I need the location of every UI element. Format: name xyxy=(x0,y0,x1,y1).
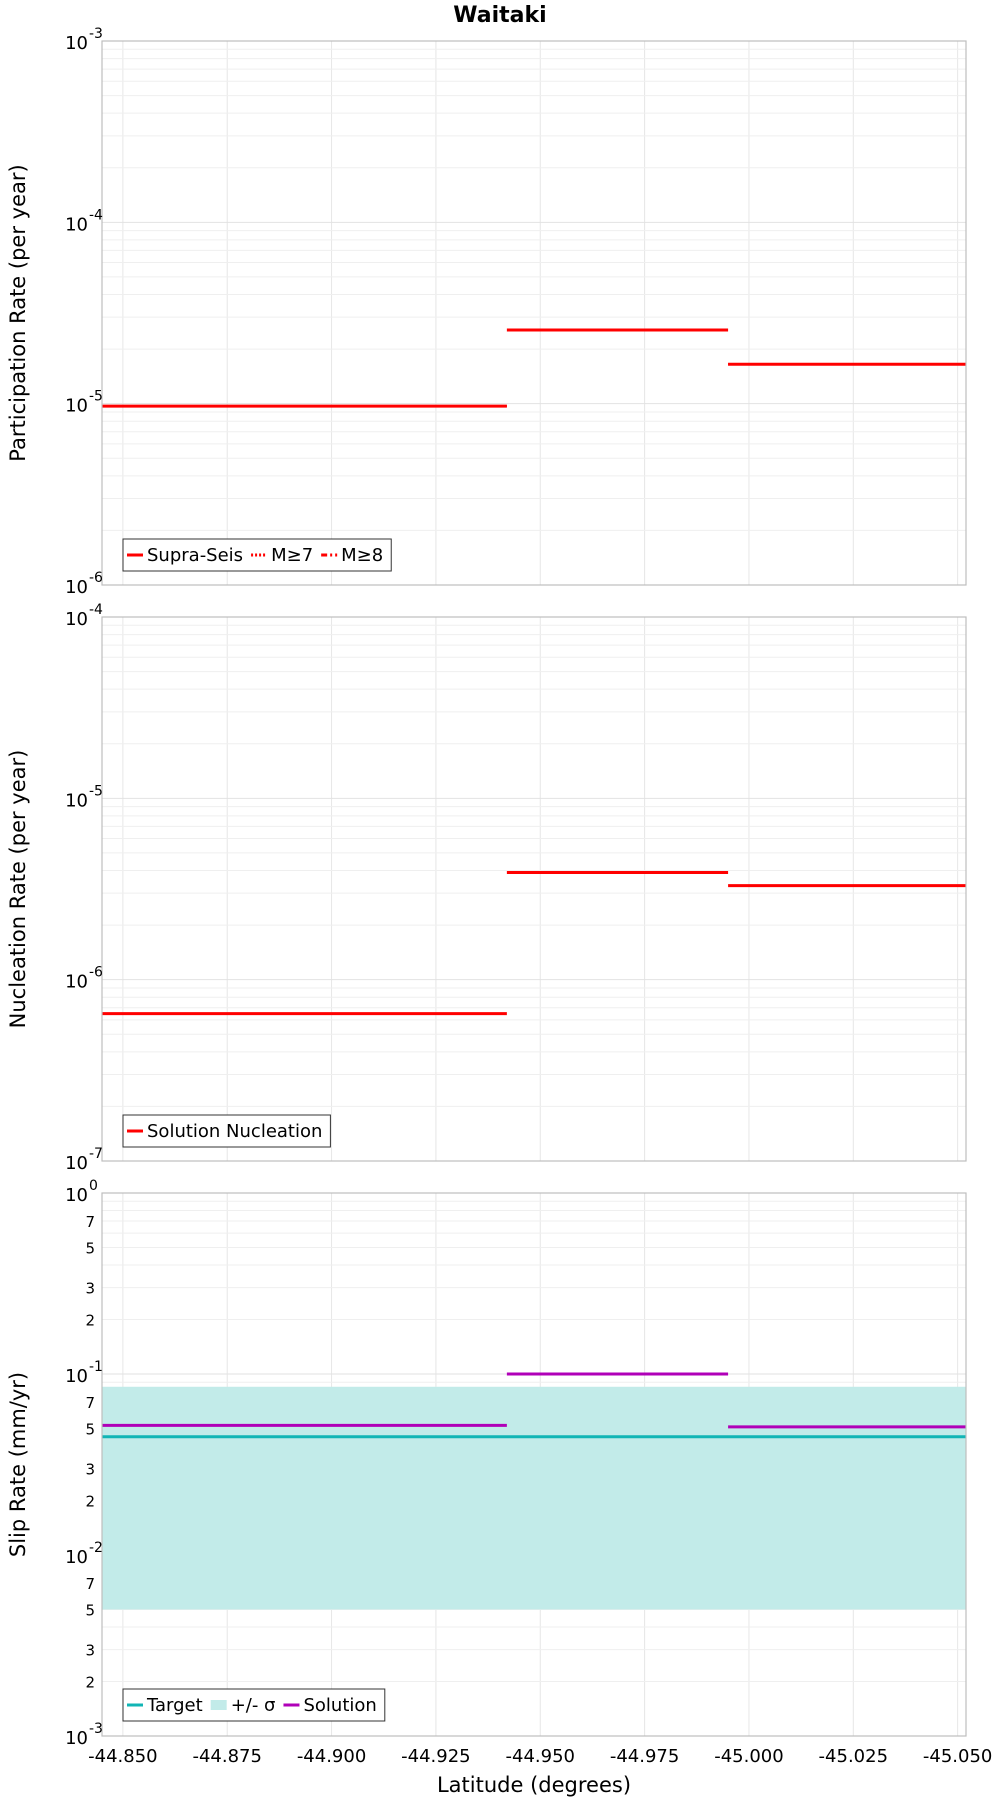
plot-frame xyxy=(101,1192,967,1737)
y-tick-exponent: 0 xyxy=(89,1178,98,1194)
y-tick-label: 10 xyxy=(65,790,88,811)
y-minor-tick-label: 3 xyxy=(85,1461,95,1479)
y-minor-tick-label: 2 xyxy=(85,1674,95,1692)
legend: Supra-Seis M≥7 M≥8 xyxy=(122,538,392,572)
y-tick-exponent: -4 xyxy=(89,207,103,223)
x-tick-label: -44.975 xyxy=(610,1746,679,1767)
y-axis-label: Nucleation Rate (per year) xyxy=(6,750,30,1029)
y-tick-label: 10 xyxy=(65,214,88,235)
legend-frame xyxy=(122,1114,331,1148)
y-minor-tick-label: 5 xyxy=(85,1420,95,1438)
x-tick-label: -44.925 xyxy=(401,1746,470,1767)
y-axis-label: Participation Rate (per year) xyxy=(6,164,30,461)
y-minor-tick-label: 7 xyxy=(85,1394,95,1412)
x-tick-label: -45.050 xyxy=(923,1746,992,1767)
y-minor-tick-label: 2 xyxy=(85,1312,95,1330)
legend-label: M≥8 xyxy=(341,545,383,566)
y-tick-exponent: -1 xyxy=(89,1359,103,1375)
y-tick-label: 10 xyxy=(65,972,88,993)
sigma-band xyxy=(102,1386,966,1610)
y-tick-exponent: -3 xyxy=(89,26,103,42)
x-tick-label: -45.000 xyxy=(714,1746,783,1767)
y-tick-label: 10 xyxy=(65,1185,88,1206)
legend-label: M≥7 xyxy=(271,545,313,566)
y-minor-tick-label: 3 xyxy=(85,1642,95,1660)
legend-label: Solution Nucleation xyxy=(147,1121,322,1142)
legend-label: Target xyxy=(146,1695,203,1716)
y-tick-label: 10 xyxy=(65,609,88,630)
y-tick-label: 10 xyxy=(65,1366,88,1387)
y-axis-label: Slip Rate (mm/yr) xyxy=(6,1372,30,1557)
y-tick-exponent: -5 xyxy=(89,389,103,405)
y-minor-tick-label: 5 xyxy=(85,1601,95,1619)
legend-frame xyxy=(122,1688,386,1722)
y-minor-tick-label: 7 xyxy=(85,1213,95,1231)
x-axis-label: Latitude (degrees) xyxy=(437,1773,631,1797)
y-tick-label: 10 xyxy=(65,1728,88,1749)
y-tick-exponent: -4 xyxy=(89,602,103,618)
plot-frame xyxy=(101,40,967,586)
x-tick-label: -44.900 xyxy=(297,1746,366,1767)
legend-frame xyxy=(122,538,392,572)
x-tick-label: -44.875 xyxy=(192,1746,261,1767)
y-tick-label: 10 xyxy=(65,33,88,54)
legend-label: +/- σ xyxy=(231,1695,276,1716)
y-minor-tick-label: 7 xyxy=(85,1575,95,1593)
y-tick-label: 10 xyxy=(65,577,88,598)
x-tick-label: -44.950 xyxy=(506,1746,575,1767)
x-tick-label: -45.025 xyxy=(819,1746,888,1767)
y-tick-label: 10 xyxy=(65,1153,88,1174)
y-tick-exponent: -6 xyxy=(89,965,103,981)
legend: Target +/- σ Solution xyxy=(122,1688,386,1722)
legend-label: Supra-Seis xyxy=(147,545,243,566)
legend-label: Solution xyxy=(303,1695,376,1716)
y-tick-exponent: -6 xyxy=(89,570,103,586)
legend: Solution Nucleation xyxy=(122,1114,331,1148)
y-minor-tick-label: 2 xyxy=(85,1493,95,1511)
chart-title: Waitaki xyxy=(453,3,546,28)
y-minor-tick-label: 5 xyxy=(85,1239,95,1257)
plot-frame xyxy=(101,616,967,1162)
y-tick-exponent: -5 xyxy=(89,783,103,799)
y-minor-tick-label: 3 xyxy=(85,1280,95,1298)
y-tick-exponent: -2 xyxy=(89,1540,103,1556)
y-tick-label: 10 xyxy=(65,396,88,417)
y-tick-exponent: -7 xyxy=(89,1146,103,1162)
y-tick-label: 10 xyxy=(65,1547,88,1568)
x-tick-label: -44.850 xyxy=(88,1746,157,1767)
y-tick-exponent: -3 xyxy=(89,1721,103,1737)
